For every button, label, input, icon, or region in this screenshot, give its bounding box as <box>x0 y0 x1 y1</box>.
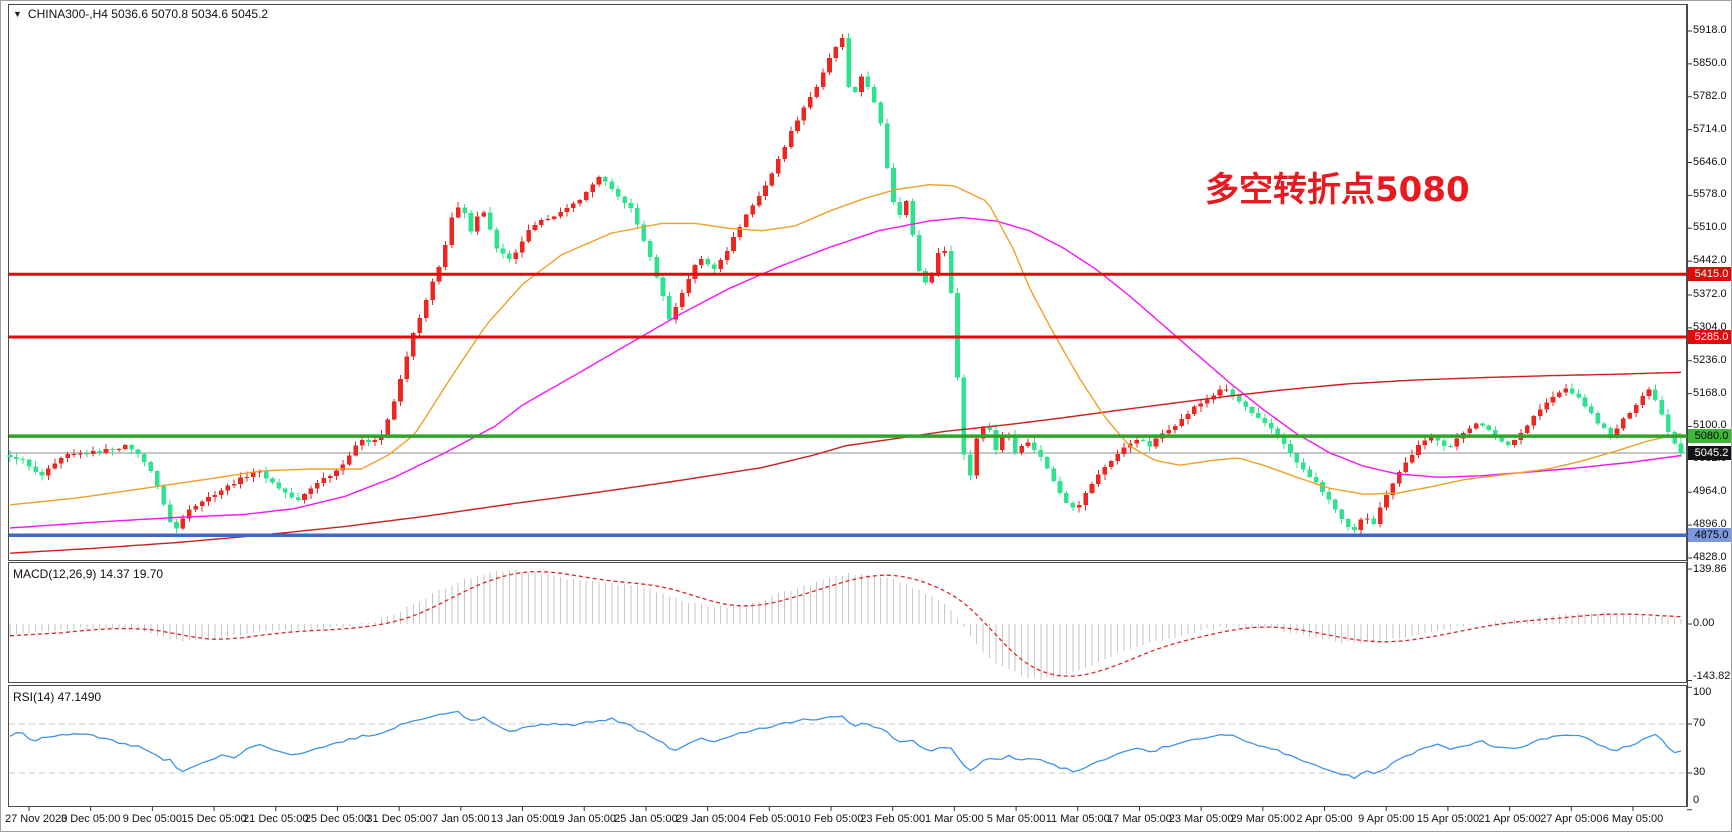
macd-axis-label: -143.82 <box>1693 670 1731 682</box>
symbol-header[interactable]: ▼ CHINA300-,H4 5036.6 5070.8 5034.6 5045… <box>13 7 268 21</box>
time-axis-label: 29 Jan 05:00 <box>675 813 740 825</box>
time-axis-label: 17 Mar 05:00 <box>1107 813 1172 825</box>
price-axis-label: 5304.0 <box>1693 320 1727 333</box>
time-axis-label: 3 Dec 05:00 <box>61 813 121 825</box>
rsi-axis-label: 100 <box>1693 686 1712 698</box>
rsi-axis-label: 0 <box>1693 794 1700 806</box>
rsi-axis-label: 70 <box>1693 717 1706 729</box>
time-axis-label: 4 Feb 05:00 <box>739 813 799 825</box>
time-axis-label: 31 Dec 05:00 <box>366 813 432 825</box>
rsi-axis-label: 30 <box>1693 766 1706 778</box>
time-axis-label: 5 Mar 05:00 <box>986 813 1046 825</box>
price-axis-label: 5168.0 <box>1693 386 1727 399</box>
rsi-indicator-label: RSI(14) 47.1490 <box>13 690 102 704</box>
time-axis-label: 9 Dec 05:00 <box>122 813 183 825</box>
time-axis-label: 6 May 05:00 <box>1602 813 1664 825</box>
time-axis-label: 13 Jan 05:00 <box>490 813 555 825</box>
time-axis-label: 19 Jan 05:00 <box>552 813 617 825</box>
time-axis-label: 1 Mar 05:00 <box>925 813 984 825</box>
price-axis-label: 4828.0 <box>1693 551 1727 563</box>
time-axis-label: 10 Feb 05:00 <box>798 813 864 825</box>
symbol-ohlc-text: CHINA300-,H4 5036.6 5070.8 5034.6 5045.2 <box>27 7 269 21</box>
price-axis-label: 5510.0 <box>1693 221 1727 234</box>
time-axis-label: 21 Dec 05:00 <box>243 813 309 825</box>
price-badge-4875.0: 4875.0 <box>1688 528 1731 543</box>
time-axis-label: 27 Apr 05:00 <box>1540 813 1603 825</box>
time-axis-label: 25 Dec 05:00 <box>304 813 371 825</box>
time-axis-label: 27 Nov 2020 <box>5 813 68 825</box>
price-badge-5045.2: 5045.2 <box>1688 445 1731 460</box>
time-axis-label: 2 Apr 05:00 <box>1296 813 1353 825</box>
price-axis-label: 5372.0 <box>1693 287 1727 300</box>
price-axis-label: 5442.0 <box>1693 254 1727 267</box>
time-axis-label: 7 Jan 05:00 <box>432 813 490 825</box>
time-axis-label: 15 Apr 05:00 <box>1416 813 1480 825</box>
price-axis-label: 5782.0 <box>1693 89 1727 102</box>
price-axis-label: 5100.0 <box>1693 419 1727 432</box>
time-axis-label: 11 Mar 05:00 <box>1045 813 1110 825</box>
macd-signal-line <box>9 570 1682 677</box>
time-axis-label: 9 Apr 05:00 <box>1358 813 1415 825</box>
price-axis-label: 5578.0 <box>1693 188 1727 201</box>
price-axis-label: 5714.0 <box>1693 122 1727 135</box>
price-badge-5285.0: 5285.0 <box>1688 330 1731 345</box>
time-axis-label: 29 Mar 05:00 <box>1230 813 1296 825</box>
rsi-line <box>9 710 1682 780</box>
price-badge-5080.0: 5080.0 <box>1688 429 1731 444</box>
time-axis-label: 23 Feb 05:00 <box>860 813 926 825</box>
price-axis-label: 4964.0 <box>1693 485 1727 498</box>
chart-annotation-text[interactable]: 多空转折点5080 <box>1205 170 1470 210</box>
price-axis-label: 5236.0 <box>1693 353 1727 366</box>
price-axis-label: 5850.0 <box>1693 56 1727 69</box>
ma-fast-line <box>9 183 1682 506</box>
price-badge-5415.0: 5415.0 <box>1688 267 1731 282</box>
price-axis-label: 5918.0 <box>1693 24 1727 36</box>
time-axis-label: 21 Apr 05:00 <box>1478 813 1541 825</box>
candles-group <box>7 33 1687 535</box>
time-axis-label: 23 Mar 05:00 <box>1168 813 1234 825</box>
time-axis-label: 25 Jan 05:00 <box>614 813 678 825</box>
price-axis-label: 5646.0 <box>1693 155 1727 168</box>
macd-indicator-label: MACD(12,26,9) 14.37 19.70 <box>13 567 164 581</box>
macd-histogram <box>9 569 1682 680</box>
macd-axis-label: 139.86 <box>1693 563 1727 575</box>
ma-mid-line <box>9 216 1682 529</box>
ma-slow-line <box>9 371 1682 554</box>
chevron-down-icon[interactable]: ▼ <box>13 9 22 19</box>
price-axis-label: 4896.0 <box>1693 518 1727 531</box>
time-axis-label: 15 Dec 05:00 <box>181 813 247 825</box>
macd-axis-label: 0.00 <box>1693 617 1715 629</box>
